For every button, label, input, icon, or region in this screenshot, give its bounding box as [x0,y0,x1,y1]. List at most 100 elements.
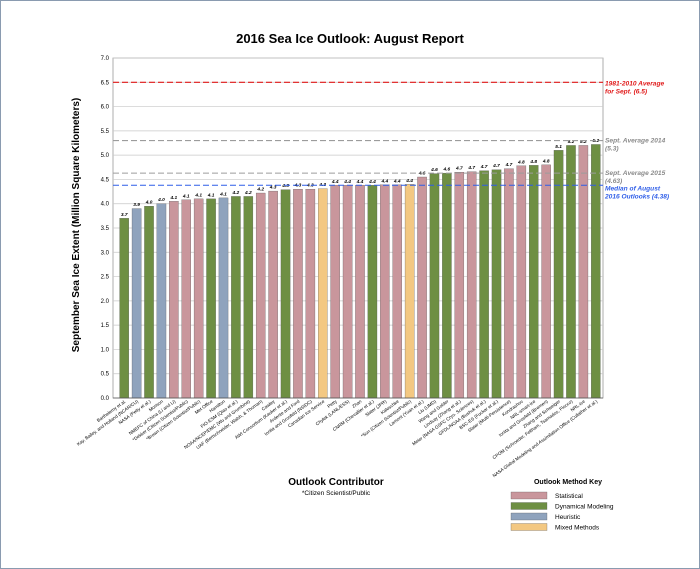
bar-value-label: 4.6 [443,167,451,173]
bar [553,150,564,399]
bar [280,189,291,399]
y-tick-label: 5.0 [101,153,110,159]
bar [516,165,527,399]
y-tick-label: 4.0 [101,202,110,208]
bar [318,188,328,399]
bar [330,185,340,399]
bar-value-label: 4.3 [281,183,289,189]
bar-value-label: 4.1 [194,192,202,198]
reference-line-label: Median of August [605,185,661,192]
bar [442,172,452,399]
bar-value-label: 5.2 [580,139,587,145]
bar-value-label: 4.8 [542,158,550,164]
bar-value-label: 4.6 [430,167,438,173]
bar-value-label: 4.3 [306,183,314,189]
bar [181,199,191,399]
x-tick-label: Petty [326,398,338,409]
bar [454,171,465,399]
y-tick-label: 1.0 [101,347,110,353]
bar-value-label: 4.1 [207,192,215,198]
legend-swatch [510,491,548,500]
bar [429,173,440,399]
legend-entry: Mixed Methods [555,525,600,532]
bar [293,188,303,399]
bar [131,208,142,399]
bar [156,203,167,399]
bar [404,184,415,399]
bar [591,144,601,399]
reference-line-label: (5.3) [605,146,619,153]
bar [342,185,353,399]
bar-value-label: 4.7 [480,164,488,170]
y-tick-label: 6.0 [101,105,110,111]
bar-value-label: 4.4 [343,179,351,185]
y-tick-label: 3.0 [101,250,110,256]
bar [491,169,502,399]
bar [541,164,551,399]
bar [367,185,378,399]
bar [529,165,539,399]
bar [504,168,514,399]
bar-value-label: 4.8 [529,159,537,165]
y-tick-label: 3.5 [101,226,110,232]
y-tick-label: 6.5 [101,80,110,86]
bar-value-label: 5.2 [568,139,575,145]
bar [206,198,216,399]
y-tick-label: 7.0 [101,56,110,62]
legend: Outlook Method Key Statistical Dynamical M… [510,479,614,532]
legend-entry: Statistical [555,493,583,500]
bar [243,196,254,399]
bar-value-label: 4.8 [517,159,525,165]
legend-swatch [510,512,548,521]
plot-area: 0.0 0.5 1.0 1.5 2.0 2.5 3.0 3.5 4.0 4.5 5.0 5.5 6.0 6… [76,56,669,478]
bar-value-label: 4.7 [492,163,500,169]
reference-line-label: Sept. Average 2015 [605,170,666,177]
bar [466,171,477,399]
bar [479,170,489,399]
bar-value-label: 4.3 [269,185,277,191]
bar-value-label: 4.7 [455,166,463,172]
y-tick-label: 2.0 [101,299,110,305]
bar-value-label: 3.9 [133,202,140,208]
y-tick-label: 0.0 [101,396,110,402]
bar-value-label: 4.7 [467,165,475,171]
bar [355,185,365,399]
bar-value-label: 4.0 [157,197,165,203]
bar [380,184,390,399]
chart-title: 2016 Sea Ice Outlook: August Report [236,31,464,46]
bar-value-label: 4.2 [232,190,240,196]
bar [193,198,204,399]
bar [305,188,316,399]
y-tick-label: 0.5 [101,372,110,378]
bar [578,145,589,399]
y-tick-label: 1.5 [101,323,110,329]
y-tick-label: 5.5 [101,129,110,135]
legend-entry: Dynamical Modeling [555,504,614,511]
bar-value-label: 4.4 [368,179,376,185]
reference-line-label: 1981-2010 Average [605,80,664,87]
bar-value-label: 4.4 [405,178,413,184]
bar-value-label: 4.4 [356,179,364,185]
bar-value-label: 3.7 [121,212,128,218]
bar-value-label: 4.2 [244,190,252,196]
bar [268,190,278,399]
y-tick-label: 2.5 [101,275,110,281]
footnote: *Citizen Scientist/Public [302,490,371,497]
x-axis-label: Outlook Contributor [288,477,384,488]
legend-swatch [510,523,548,531]
reference-line-label: (4.63) [605,178,622,185]
reference-line-label: 2016 Outlooks (4.38) [604,193,669,200]
reference-line-label: Sept. Average 2014 [605,138,666,145]
bar [119,218,129,399]
bar [169,201,179,399]
bar-value-label: 4.1 [219,191,227,197]
x-tick-label: Zhan [351,399,363,409]
x-tick-label: Kay, Bailey, and Holland (NCAR/CU) [76,398,140,446]
y-axis-label: September Sea Ice Extent (Million Square… [71,98,82,353]
bar [392,184,402,399]
bar-value-label: 5.1 [555,144,562,150]
bar-value-label: 4.1 [182,193,190,199]
